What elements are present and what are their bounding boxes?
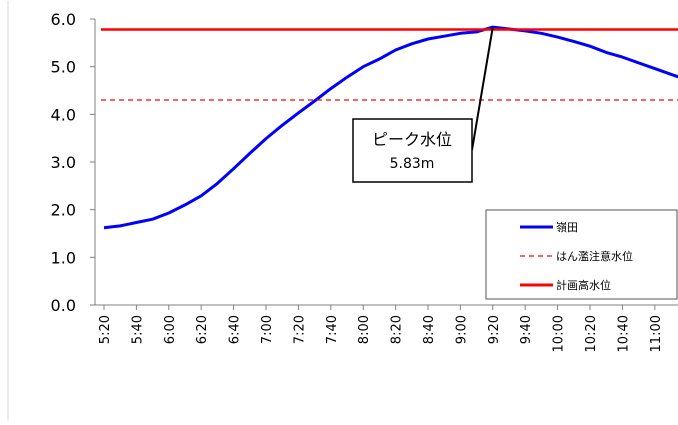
y-tick-label: 2.0: [51, 201, 76, 220]
x-tick-label: 9:20: [487, 315, 502, 344]
x-tick-label: 9:40: [519, 315, 534, 344]
x-tick-label: 10:20: [584, 315, 599, 352]
x-tick-label: 6:00: [163, 315, 178, 344]
x-tick-label: 7:40: [325, 315, 340, 344]
annotation-title: ピーク水位: [372, 130, 452, 149]
y-tick-label: 4.0: [51, 105, 76, 124]
y-tick-label: 0.0: [51, 296, 76, 315]
legend-box: [485, 209, 678, 300]
x-tick-label: 7:00: [260, 315, 275, 344]
annotation-value: 5.83m: [390, 156, 435, 172]
y-tick-label: 6.0: [51, 10, 76, 29]
legend-label-0: 嶺田: [556, 221, 578, 234]
x-tick-label: 8:40: [422, 315, 437, 344]
annotation-box: [352, 118, 473, 183]
x-tick-label: 10:00: [552, 315, 567, 352]
x-tick-label: 11:00: [649, 315, 664, 352]
x-tick-label: 8:00: [357, 315, 372, 344]
series-line-0: [103, 25, 678, 230]
x-tick-label: 9:00: [454, 315, 469, 344]
y-tick-label: 3.0: [51, 153, 76, 172]
annotation-pointer: [471, 26, 494, 151]
x-tick-label: 7:20: [292, 315, 307, 344]
x-tick-label: 10:40: [616, 315, 631, 352]
x-tick-label: 5:20: [98, 315, 113, 344]
x-tick-label: 6:40: [228, 315, 243, 344]
x-tick-label: 6:20: [195, 315, 210, 344]
x-tick-label: 8:20: [390, 315, 405, 344]
legend-label-2: 計画高水位: [556, 278, 611, 292]
x-tick-label: 5:40: [130, 315, 145, 344]
legend-label-1: はん濫注意水位: [556, 249, 633, 263]
y-tick-label: 1.0: [51, 248, 76, 267]
y-tick-label: 5.0: [51, 58, 76, 77]
